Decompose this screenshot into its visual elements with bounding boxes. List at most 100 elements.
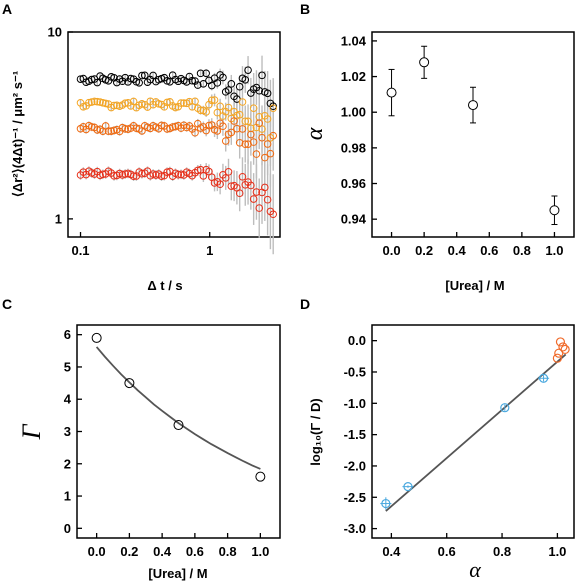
panel-d-point bbox=[552, 353, 562, 363]
panel-c-point bbox=[255, 471, 266, 482]
panel-a-point bbox=[247, 130, 255, 139]
panel-a-point bbox=[249, 104, 258, 112]
panel-a-point bbox=[266, 149, 275, 158]
panel-a-point bbox=[213, 127, 222, 135]
panel-a-point bbox=[216, 102, 224, 111]
panel-a-point bbox=[135, 78, 143, 87]
panel-a-point bbox=[258, 133, 266, 142]
panel-d-xtick-label: 1.0 bbox=[548, 544, 566, 559]
panel-b-point bbox=[419, 57, 430, 68]
panel-a-xlabel: Δ t / s bbox=[147, 278, 182, 293]
panel-a-point bbox=[221, 137, 230, 145]
panel-a-point bbox=[138, 71, 146, 80]
panel-a-point bbox=[269, 102, 277, 111]
panel-a-point bbox=[238, 172, 247, 181]
panel-c-ytick-label: 6 bbox=[64, 327, 71, 342]
panel-a-point bbox=[193, 81, 202, 89]
panel-a-point bbox=[180, 99, 188, 107]
panel-c-point bbox=[91, 332, 102, 343]
panel-a-point bbox=[249, 138, 258, 146]
panel-a-point bbox=[149, 71, 157, 80]
panel-c-ytick-label: 4 bbox=[64, 392, 72, 407]
panel-a-point bbox=[224, 168, 233, 176]
panel-a-point bbox=[196, 165, 205, 174]
panel-d-point bbox=[555, 337, 566, 347]
panel-c-frame bbox=[76, 324, 281, 539]
panel-d-ytick-label: -1.5 bbox=[344, 427, 366, 442]
panel-b-frame bbox=[371, 31, 575, 238]
panel-a-point bbox=[87, 98, 96, 106]
panel-c-ytick-label: 3 bbox=[64, 424, 71, 439]
panel-c-ylabel: Γ bbox=[17, 423, 46, 440]
panel-a-point bbox=[126, 74, 135, 83]
panel-a-point bbox=[191, 97, 199, 106]
panel-a-point bbox=[199, 80, 208, 88]
panel-a-point bbox=[227, 182, 236, 190]
panel-d-point bbox=[500, 403, 510, 413]
panel-a-ytick-label: 1 bbox=[55, 211, 62, 226]
panel-a-point bbox=[140, 71, 149, 80]
panel-c-xtick-label: 0.8 bbox=[219, 544, 237, 559]
panel-a-point bbox=[235, 189, 244, 198]
panel-a-point bbox=[163, 98, 171, 107]
panel-b-xtick-label: 0.0 bbox=[383, 243, 401, 258]
panel-a-point bbox=[213, 79, 222, 87]
panel-d-xtick-label: 0.6 bbox=[438, 544, 456, 559]
panel-a-point bbox=[121, 124, 129, 133]
panel-a-point bbox=[202, 69, 210, 78]
panel-b-xlabel: [Urea] / M bbox=[445, 278, 504, 293]
panel-a-point bbox=[241, 117, 250, 126]
panel-d-marks bbox=[380, 337, 570, 512]
panel-a-point bbox=[157, 121, 166, 130]
panel-a-point bbox=[93, 78, 102, 87]
panel-c-marks bbox=[91, 332, 266, 482]
panel-a-point bbox=[238, 98, 247, 106]
panel-d-ytick-label: -2.0 bbox=[344, 458, 366, 473]
panel-a-point bbox=[216, 180, 224, 189]
panel-a-point bbox=[224, 103, 233, 112]
panel-a-point bbox=[244, 117, 252, 126]
panel-a-point bbox=[263, 195, 272, 204]
panel-a-point bbox=[76, 75, 85, 83]
panel-d-point bbox=[560, 344, 570, 355]
panel-a-point bbox=[191, 128, 199, 137]
panel-d-ylabel: log₁₀(Γ / D) bbox=[308, 398, 323, 465]
panel-a-point bbox=[90, 97, 99, 106]
panel-d-ytick-label: 0.0 bbox=[348, 333, 366, 348]
panel-c-xlabel: [Urea] / M bbox=[148, 566, 207, 581]
panel-a-point bbox=[252, 188, 261, 196]
panel-a-point bbox=[255, 119, 264, 128]
panel-a-point bbox=[258, 71, 266, 80]
panel-d-point bbox=[403, 482, 413, 492]
panel-d: 0.4 0.6 0.8 1.00.0-0.5-1.0-1.5-2.0-2.5-3.0 … bbox=[308, 324, 575, 581]
panel-a-errorbars bbox=[79, 55, 274, 255]
panel-a-point bbox=[269, 131, 277, 140]
panel-b-ytick-label: 1.04 bbox=[341, 33, 367, 48]
panel-a-ylabel: ⟨Δr²⟩(4Δt)⁻¹ / μm² s⁻¹ bbox=[10, 71, 25, 197]
panel-a-point bbox=[263, 140, 272, 148]
panel-d-xtick-label: 0.8 bbox=[493, 544, 511, 559]
panel-a-point bbox=[121, 170, 129, 178]
panel-a-point bbox=[233, 124, 241, 133]
panel-c-ytick-label: 5 bbox=[64, 359, 71, 374]
panel-letter-c: C bbox=[2, 296, 12, 312]
panel-a-points bbox=[76, 66, 277, 219]
panel-a: 0.1 1 1 10 Δ t / s ⟨Δr²⟩(4Δt)⁻¹ / μm² s⁻¹ bbox=[10, 25, 281, 293]
panel-a-point bbox=[213, 108, 222, 117]
panel-a-point bbox=[101, 99, 110, 108]
panel-a-point bbox=[219, 122, 227, 131]
panel-c-fit-line bbox=[95, 346, 261, 470]
panel-letter-a: A bbox=[2, 1, 12, 17]
panel-a-xtick-label: 1 bbox=[206, 243, 213, 258]
panel-c-xtick-label: 0.4 bbox=[153, 544, 172, 559]
panel-a-point bbox=[269, 104, 277, 112]
panel-a-point bbox=[104, 127, 113, 135]
panel-b-xtick-label: 0.2 bbox=[415, 243, 433, 258]
panel-a-point bbox=[261, 153, 269, 162]
panel-d-point bbox=[538, 373, 549, 383]
panel-b-ticks: 0.0 0.2 0.4 0.6 0.8 1.0 0.94 0.96 0.98 1.00 1.02 1.… bbox=[341, 33, 564, 258]
panel-c-ytick-label: 1 bbox=[64, 489, 71, 504]
panel-a-point bbox=[96, 98, 104, 106]
panel-a-point bbox=[241, 75, 250, 84]
panel-a-point bbox=[196, 69, 205, 78]
